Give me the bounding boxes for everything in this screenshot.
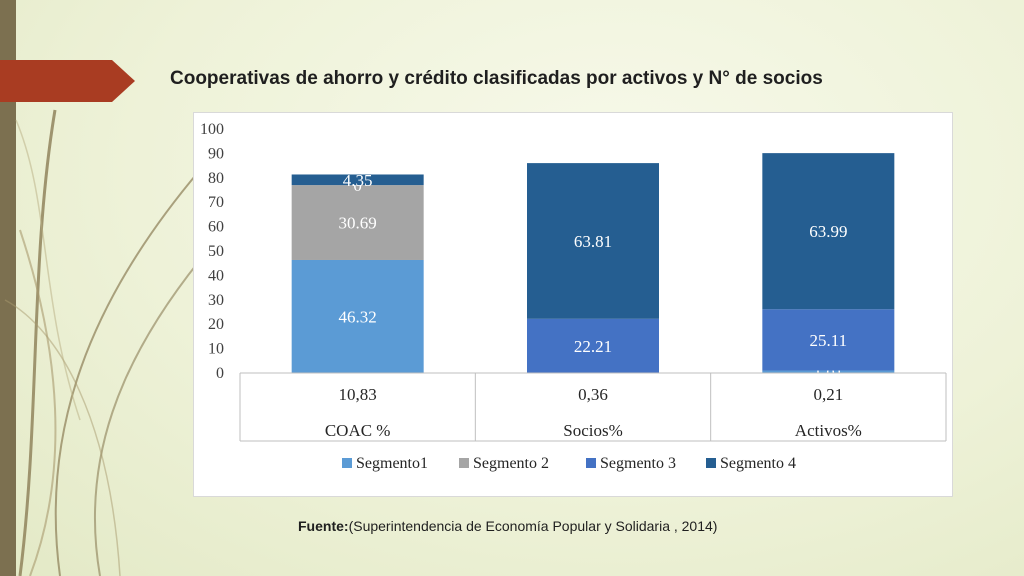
bar-segment [762,153,895,310]
category-label: COAC % [325,421,391,440]
y-tick-label: 80 [208,170,224,187]
data-label: 25.11 [810,331,848,350]
bar-segment [527,318,659,373]
y-tick-label: 70 [208,194,224,211]
data-label: 30.69 [339,214,377,233]
bar-segment [762,309,895,371]
legend-swatch [459,458,469,468]
y-tick-label: 20 [208,316,224,333]
data-label: 46.32 [339,307,377,326]
decorative-vines [4,109,201,576]
source-label: Fuente: [298,518,349,534]
table-value: 10,83 [339,385,377,404]
category-label: Activos% [795,421,862,440]
y-tick-label: 90 [208,145,224,162]
bar-segment [762,370,895,373]
data-label: 63.99 [809,222,847,241]
table-value: 0,21 [813,385,843,404]
bar-segment [527,163,659,319]
source-text: (Superintendencia de Economía Popular y … [348,518,718,534]
legend-swatch [586,458,596,468]
data-label: 4.35 [343,171,373,190]
legend-swatch [706,458,716,468]
left-accent-bar [0,0,16,576]
bar-segment [291,259,424,373]
y-tick-label: 100 [200,121,224,138]
data-label: 0 [353,176,362,195]
legend-label: Segmento 2 [473,455,549,472]
legend-label: Segmento1 [356,455,428,472]
data-label: 22.21 [574,337,612,356]
y-tick-label: 10 [208,341,224,358]
source-citation: Fuente:(Superintendencia de Economía Pop… [298,518,978,534]
y-tick-label: 40 [208,267,224,284]
category-label: Socios% [563,421,623,440]
chart-container: 0 10 20 30 40 50 60 70 80 90 100 46.32 30.69 0 4.35 22.… [193,112,953,497]
legend-label: Segmento 4 [720,455,796,472]
legend-swatch [342,458,352,468]
slide-title: Cooperativas de ahorro y crédito clasifi… [170,68,823,89]
stacked-bar-chart: 010203040506070809010046.3230.6904.3522.… [200,121,947,472]
y-tick-label: 50 [208,243,224,260]
y-tick-label: 60 [208,219,224,236]
bar-segment [291,185,424,260]
y-tick-label: 0 [216,365,224,382]
bar-segment [291,174,424,186]
table-value: 0,36 [578,385,608,404]
data-label: 63.81 [574,232,612,251]
y-tick-label: 30 [208,292,224,309]
legend-label: Segmento 3 [600,455,676,472]
title-accent-arrow [0,60,135,102]
